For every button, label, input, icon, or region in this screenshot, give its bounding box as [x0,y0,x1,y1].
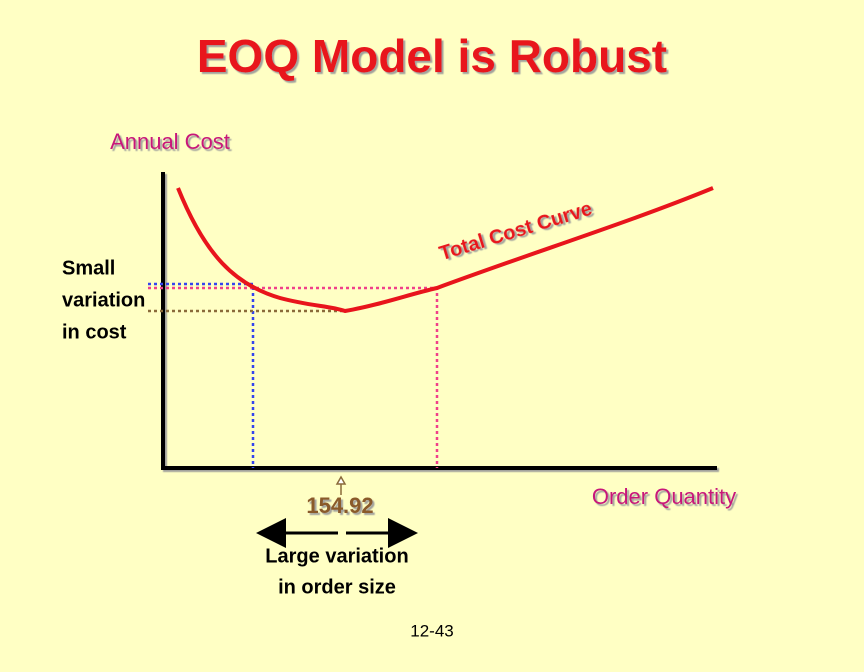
slide-number: 12-43 [410,621,453,640]
cost-note: variation [62,289,145,311]
guide-low [148,282,255,468]
total-cost-curve [176,186,714,314]
cost-note: Small [62,257,115,279]
title: EOQ Model is Robust [197,30,667,82]
cost-note: in cost [62,321,127,343]
guide-high [148,286,439,468]
quantity-note: Large variation [265,545,408,567]
quantity-note: in order size [278,576,396,598]
x-axis-label: Order Quantity [592,484,736,509]
curve-label: Total Cost Curve [437,198,595,265]
eoq-label: 154.92 [306,493,373,518]
y-axis-label: Annual Cost [110,129,230,154]
eoq-pointer [335,475,347,495]
